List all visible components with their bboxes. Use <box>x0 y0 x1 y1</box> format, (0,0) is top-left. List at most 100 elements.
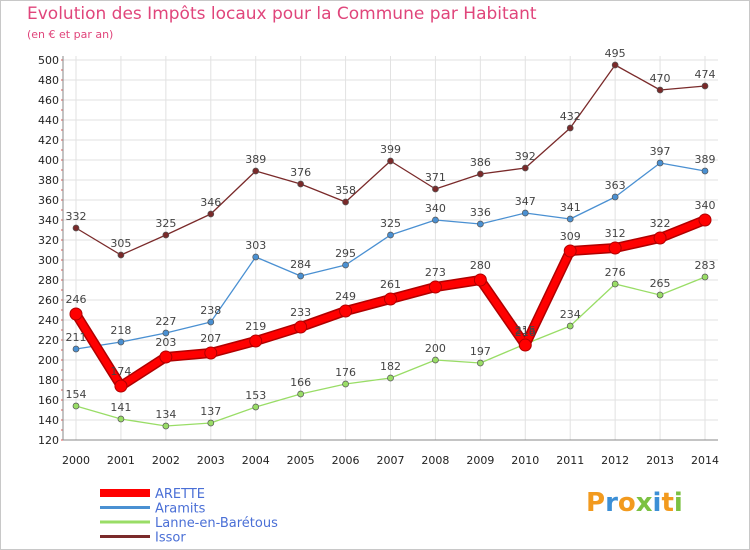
y-tick-label: 380 <box>38 174 59 187</box>
data-label: 346 <box>200 196 221 209</box>
data-label: 137 <box>200 405 221 418</box>
data-label: 216 <box>515 326 536 339</box>
data-point <box>72 345 80 353</box>
y-tick-label: 340 <box>38 214 59 227</box>
x-tick-label: 2014 <box>691 454 719 467</box>
data-label: 347 <box>515 195 536 208</box>
data-point <box>701 82 709 90</box>
data-point <box>566 215 574 223</box>
data-point <box>72 402 80 410</box>
x-tick-label: 2006 <box>332 454 360 467</box>
data-point <box>698 213 712 227</box>
data-label: 215 <box>515 324 536 337</box>
x-tick-label: 2013 <box>646 454 674 467</box>
data-label: 233 <box>290 306 311 319</box>
data-label: 389 <box>695 153 716 166</box>
data-point <box>477 359 484 367</box>
data-label: 336 <box>470 206 491 219</box>
data-label: 234 <box>560 308 581 321</box>
chart-title: Evolution des Impôts locaux pour la Comm… <box>27 4 537 24</box>
x-tick-label: 2009 <box>466 454 494 467</box>
data-label: 211 <box>66 331 87 344</box>
data-point <box>473 273 487 287</box>
data-label: 134 <box>155 408 176 421</box>
data-label: 227 <box>155 315 176 328</box>
data-point <box>384 292 397 306</box>
data-point <box>342 261 349 269</box>
logo-letter: o <box>617 488 636 518</box>
data-point <box>342 198 349 206</box>
data-label: 325 <box>380 217 401 230</box>
data-point <box>656 159 664 167</box>
data-point <box>563 244 577 258</box>
data-point <box>297 272 304 280</box>
data-point <box>339 304 353 318</box>
data-label: 280 <box>470 259 491 272</box>
data-point <box>117 251 125 259</box>
data-label: 392 <box>515 150 536 163</box>
x-tick-label: 2011 <box>556 454 584 467</box>
y-tick-label: 360 <box>38 194 59 207</box>
data-point <box>162 329 170 337</box>
y-tick-label: 200 <box>38 354 59 367</box>
x-tick-label: 2000 <box>62 454 90 467</box>
data-label: 305 <box>110 237 131 250</box>
data-label: 371 <box>425 171 446 184</box>
data-label: 176 <box>335 366 356 379</box>
data-point <box>521 164 529 172</box>
series-layer <box>69 61 712 430</box>
data-label: 200 <box>425 342 446 355</box>
data-label: 474 <box>695 68 716 81</box>
y-tick-label: 300 <box>38 254 59 267</box>
x-tick-label: 2003 <box>197 454 225 467</box>
data-label: 238 <box>200 304 221 317</box>
logo-letter: i <box>652 488 662 518</box>
data-point <box>656 86 664 94</box>
x-tick-label: 2008 <box>421 454 449 467</box>
data-point <box>521 209 529 217</box>
data-label: 218 <box>110 324 131 337</box>
data-label: 265 <box>650 277 671 290</box>
y-tick-label: 460 <box>38 94 59 107</box>
y-tick-label: 440 <box>38 114 59 127</box>
y-tick-label: 140 <box>38 414 59 427</box>
data-label: 219 <box>245 320 266 333</box>
data-label: 358 <box>335 184 356 197</box>
data-label: 332 <box>66 210 87 223</box>
data-point <box>294 320 308 334</box>
data-label: 341 <box>560 201 581 214</box>
x-tick-label: 2001 <box>107 454 135 467</box>
data-label: 182 <box>380 360 401 373</box>
data-label: 273 <box>425 266 446 279</box>
data-point <box>477 170 484 178</box>
logo-letter: x <box>635 488 653 518</box>
data-label: 295 <box>335 247 356 260</box>
x-tick-label: 2012 <box>601 454 629 467</box>
data-label: 141 <box>110 401 131 414</box>
data-label: 153 <box>245 389 266 402</box>
y-tick-label: 260 <box>38 294 59 307</box>
y-tick-label: 120 <box>38 434 59 447</box>
data-label: 207 <box>200 332 221 345</box>
data-label: 470 <box>650 72 671 85</box>
data-point <box>162 231 170 239</box>
data-point <box>477 220 484 228</box>
data-label: 399 <box>380 143 401 156</box>
data-label: 363 <box>605 179 626 192</box>
x-tick-label: 2004 <box>242 454 270 467</box>
data-label: 261 <box>380 278 401 291</box>
data-point <box>114 379 128 393</box>
logo-letter: r <box>605 488 618 518</box>
logo-letter: t <box>661 488 674 518</box>
data-label: 397 <box>650 145 671 158</box>
data-point <box>566 322 574 330</box>
legend-label: ARETTE <box>155 487 205 502</box>
proxiti-logo: Proxiti <box>586 488 683 518</box>
y-tick-label: 280 <box>38 274 59 287</box>
data-point <box>701 167 709 175</box>
data-point <box>69 307 83 321</box>
data-label: 197 <box>470 345 491 358</box>
data-label: 246 <box>66 293 87 306</box>
